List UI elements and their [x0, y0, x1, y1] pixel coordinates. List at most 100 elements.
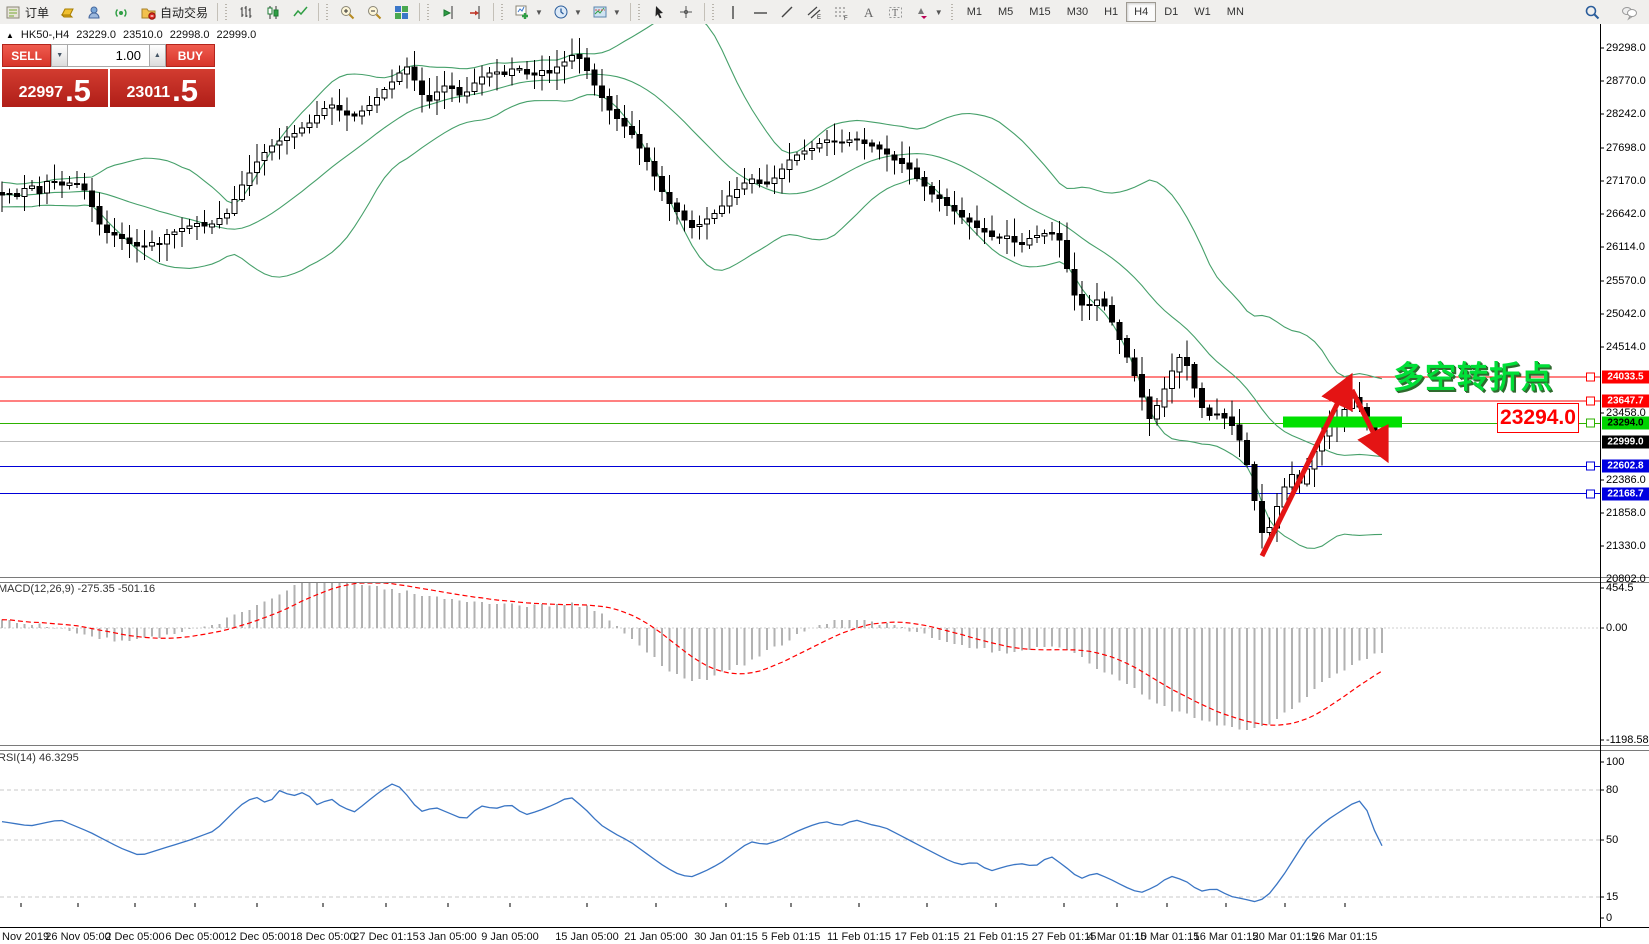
price-axis-label: 28770.0	[1606, 75, 1646, 87]
text-label-button[interactable]: T	[882, 1, 909, 24]
symbol-name: HK50-,H4	[20, 29, 70, 41]
zoom-in-icon	[339, 4, 356, 21]
turning-point-annotation[interactable]: 多空转折点	[1393, 360, 1553, 395]
toolbar-drag-handle[interactable]	[950, 4, 956, 20]
one-click-trade-panel: SELL ▼ 1.00 ▲ BUY 22997 .5 23011 .5	[2, 44, 216, 108]
timeframe-w1-button[interactable]: W1	[1194, 6, 1211, 18]
text-button[interactable]: A	[855, 1, 882, 24]
toolbar-group-pointer	[646, 0, 700, 24]
time-axis-label: 16 Mar 01:15	[1193, 931, 1259, 943]
panel-separator-macd[interactable]	[0, 577, 1649, 583]
toolbar-separator	[629, 3, 631, 21]
sell-button[interactable]: SELL	[2, 44, 52, 67]
new-order-icon	[5, 4, 22, 21]
macd-axis-label: -1198.58	[1606, 734, 1649, 746]
toolbar-drag-handle[interactable]	[427, 4, 433, 20]
trendline-button[interactable]	[774, 1, 801, 24]
label-icon: T	[887, 4, 904, 21]
vertical-line-button[interactable]	[720, 1, 747, 24]
timeframe-m5-button[interactable]: M5	[998, 6, 1014, 18]
crosshair-button[interactable]	[673, 1, 700, 24]
chevron-down-icon[interactable]: ▼	[535, 7, 543, 17]
cursor-button[interactable]	[646, 1, 673, 24]
price-badge: 22602.8	[1602, 459, 1649, 473]
rsi-axis-label: 80	[1606, 784, 1619, 796]
arrows-button[interactable]: ▼	[909, 1, 948, 24]
buy-price-frac: .5	[172, 73, 198, 108]
toolbar-group-chart-type	[233, 0, 314, 24]
zoom-out-button[interactable]	[361, 1, 388, 24]
tile-windows-button[interactable]	[388, 1, 415, 24]
zoom-in-button[interactable]	[334, 1, 361, 24]
toolbar-group-zoom	[334, 0, 415, 24]
toolbar-right	[1579, 1, 1643, 24]
auto-trading-button[interactable]: 自动交易	[135, 1, 213, 24]
volume-down-button[interactable]: ▼	[51, 44, 69, 67]
timeframe-h4-button[interactable]: H4	[1126, 2, 1157, 22]
macd-axis-label: 454.5	[1606, 582, 1634, 594]
cursor-icon	[651, 4, 668, 21]
fibonacci-button[interactable]: F	[828, 1, 855, 24]
price-axis-label: 27698.0	[1606, 142, 1646, 154]
panel-separator-rsi[interactable]	[0, 745, 1649, 751]
toolbar-drag-handle[interactable]	[711, 4, 717, 20]
candle-chart-button[interactable]	[260, 1, 287, 24]
periods-button[interactable]: ▼	[548, 1, 587, 24]
chevron-down-icon[interactable]: ▼	[934, 7, 943, 17]
sell-price-display[interactable]: 22997 .5	[2, 69, 108, 107]
price-axis-label: 26642.0	[1606, 208, 1646, 220]
bar-chart-button[interactable]	[233, 1, 260, 24]
chart-canvas[interactable]	[0, 24, 1649, 944]
toolbar-drag-handle[interactable]	[501, 4, 507, 20]
equidistant-channel-button[interactable]: E	[801, 1, 828, 24]
macd-value-main: -275.35	[77, 583, 115, 595]
community-button[interactable]	[1616, 1, 1643, 24]
price-axis-label: 27170.0	[1606, 175, 1646, 187]
timeframe-d1-button[interactable]: D1	[1164, 6, 1179, 18]
timeframe-h1-button[interactable]: H1	[1104, 6, 1119, 18]
signals-button[interactable]	[108, 1, 135, 24]
time-axis-label: 6 Dec 05:00	[165, 931, 225, 943]
time-axis-label: 26 Mar 01:15	[1312, 931, 1378, 943]
toolbar-drag-handle[interactable]	[637, 4, 643, 20]
macd-value-signal: -501.16	[117, 583, 156, 595]
ohlc-close: 22999.0	[216, 29, 257, 41]
toolbar-drag-handle[interactable]	[326, 4, 332, 20]
arrows-icon	[914, 4, 931, 21]
buy-button[interactable]: BUY	[165, 44, 216, 67]
market-ingot-button[interactable]	[54, 1, 81, 24]
toolbar-group-new-objects: ▼ ▼ ▼	[509, 0, 626, 24]
templates-button[interactable]: ▼	[587, 1, 626, 24]
time-axis-label: 20 Mar 01:15	[1252, 931, 1318, 943]
volume-input[interactable]: 1.00	[68, 44, 149, 67]
price-axis-label: 24514.0	[1606, 341, 1646, 353]
volume-up-button[interactable]: ▲	[148, 44, 166, 67]
timeframe-m1-button[interactable]: M1	[966, 6, 982, 18]
chart-shift-button[interactable]	[435, 1, 462, 24]
horizontal-line-button[interactable]	[747, 1, 774, 24]
price-axis-label: 26114.0	[1606, 241, 1645, 253]
chevron-down-icon[interactable]: ▼	[573, 7, 582, 17]
timeframe-m30-button[interactable]: M30	[1066, 6, 1089, 18]
price-level-label[interactable]: 23294.0	[1497, 403, 1579, 433]
line-anchor-marker	[1586, 461, 1595, 471]
chevron-down-icon[interactable]: ▼	[612, 7, 621, 17]
data-window-button[interactable]	[81, 1, 108, 24]
toolbar-drag-handle[interactable]	[225, 4, 231, 20]
ingot-icon	[59, 4, 76, 21]
rsi-value: 46.3295	[38, 752, 79, 764]
symbol-bar: ▲ HK50-,H4 23229.0 23510.0 22998.0 22999…	[6, 29, 256, 41]
auto-scroll-button[interactable]	[462, 1, 489, 24]
new-order-button[interactable]: 订单	[0, 1, 54, 24]
timeframe-mn-button[interactable]: MN	[1226, 6, 1244, 18]
price-axis-label: 25570.0	[1606, 275, 1646, 287]
price-axis-label: 29298.0	[1606, 42, 1646, 54]
new-chart-button[interactable]: ▼	[509, 1, 548, 24]
ohlc-high: 23510.0	[122, 29, 163, 41]
line-chart-button[interactable]	[287, 1, 314, 24]
search-button[interactable]	[1579, 1, 1606, 24]
chart-area[interactable]: ▲ HK50-,H4 23229.0 23510.0 22998.0 22999…	[0, 24, 1649, 944]
autoscroll-icon	[467, 4, 484, 21]
buy-price-display[interactable]: 23011 .5	[109, 69, 215, 108]
timeframe-m15-button[interactable]: M15	[1029, 6, 1051, 18]
